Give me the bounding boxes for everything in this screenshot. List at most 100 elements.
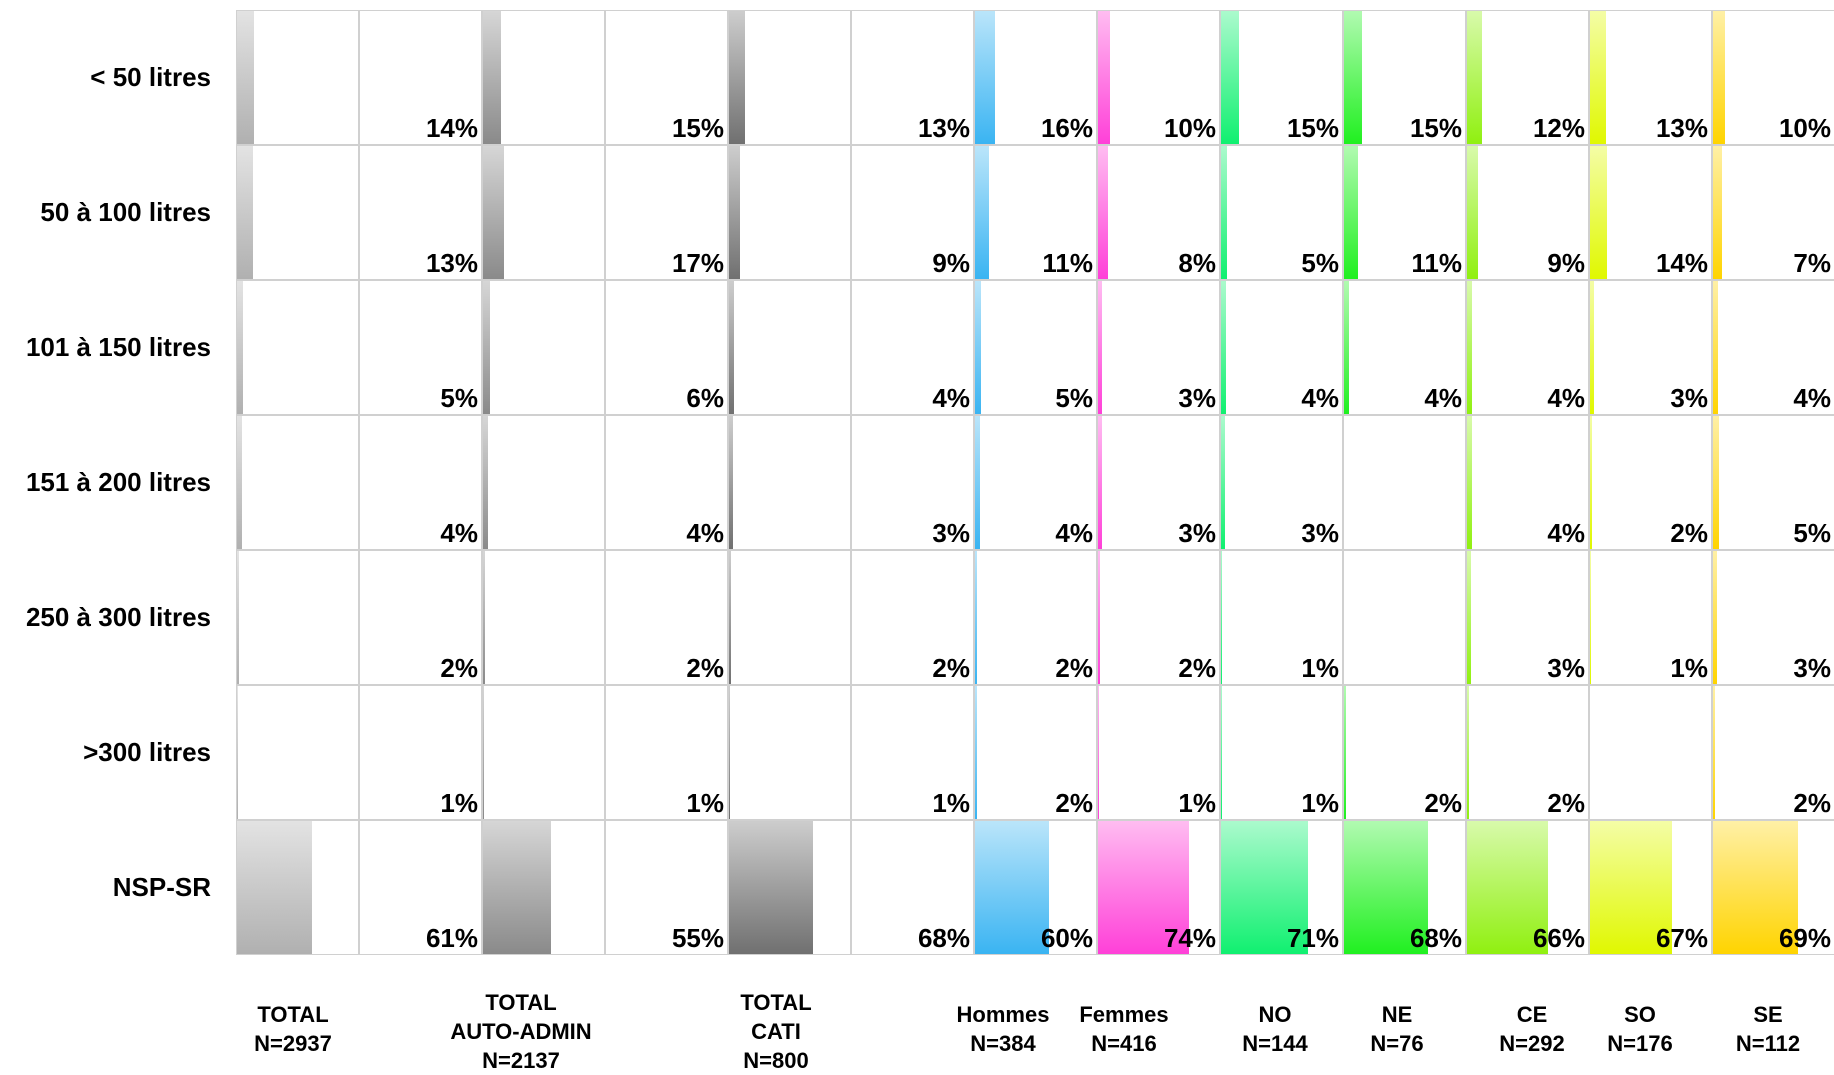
grid-cell xyxy=(1343,145,1466,280)
bar xyxy=(1590,416,1592,549)
value-label: 2% xyxy=(1793,788,1831,818)
grid-cell xyxy=(1097,145,1220,280)
bar xyxy=(237,11,254,144)
grid-cell xyxy=(605,550,728,685)
bar xyxy=(1713,11,1725,144)
bar xyxy=(1713,416,1719,549)
bar xyxy=(1344,821,1428,954)
grid-cell xyxy=(1466,280,1589,415)
column-label-line: NO xyxy=(1258,1002,1292,1027)
bar xyxy=(237,416,242,549)
column-label-line: N=176 xyxy=(1607,1031,1673,1056)
bar xyxy=(237,551,239,684)
bar xyxy=(1713,281,1718,414)
value-label: 1% xyxy=(1301,653,1339,683)
column-label-line: AUTO-ADMIN xyxy=(450,1019,592,1044)
grid-cell xyxy=(482,550,605,685)
value-label: 68% xyxy=(1409,923,1462,953)
row-label: 250 à 300 litres xyxy=(25,602,211,632)
column-label-line: CATI xyxy=(751,1019,801,1044)
bar xyxy=(729,146,740,279)
value-label: 15% xyxy=(671,113,724,143)
value-label: 13% xyxy=(917,113,970,143)
value-label: 2% xyxy=(932,653,970,683)
bar xyxy=(729,281,734,414)
bar xyxy=(1590,821,1672,954)
grid-cell xyxy=(1466,145,1589,280)
value-label: 69% xyxy=(1778,923,1831,953)
grid-cell xyxy=(605,415,728,550)
bar xyxy=(1467,821,1548,954)
grid-cell xyxy=(728,145,851,280)
value-label: 61% xyxy=(425,923,478,953)
grid-cell xyxy=(605,145,728,280)
grid-cell xyxy=(1220,10,1343,145)
value-label: 14% xyxy=(1655,248,1708,278)
bar xyxy=(975,821,1049,954)
grid-cell xyxy=(1097,10,1220,145)
column-label: TOTAL N=2937 xyxy=(203,1000,383,1058)
grid-cell xyxy=(1589,415,1712,550)
grid-cell xyxy=(482,280,605,415)
bar xyxy=(1098,11,1110,144)
column-label: TOTAL AUTO-ADMIN N=2137 xyxy=(431,988,611,1075)
value-label: 7% xyxy=(1793,248,1831,278)
grid-cell xyxy=(728,550,851,685)
bar xyxy=(1713,551,1717,684)
grid-cell xyxy=(236,685,359,820)
value-label: 8% xyxy=(1178,248,1216,278)
grid-cell xyxy=(1712,685,1834,820)
bar xyxy=(1221,146,1227,279)
value-label: 2% xyxy=(440,653,478,683)
bar xyxy=(1221,416,1225,549)
grid-cell xyxy=(974,550,1097,685)
bar xyxy=(1344,686,1346,819)
value-label: 4% xyxy=(440,518,478,548)
bar xyxy=(729,416,733,549)
grid-cell xyxy=(1097,550,1220,685)
value-label: 3% xyxy=(1301,518,1339,548)
bar xyxy=(1344,281,1349,414)
bar xyxy=(1713,821,1798,954)
column-label-line: N=384 xyxy=(970,1031,1036,1056)
value-label: 11% xyxy=(1411,248,1462,278)
grid-cell xyxy=(974,685,1097,820)
column-label-line: TOTAL xyxy=(257,1002,329,1027)
grid-cell xyxy=(1097,280,1220,415)
column-label-line: SE xyxy=(1753,1002,1783,1027)
value-label: 60% xyxy=(1040,923,1093,953)
grid-cell xyxy=(1712,10,1834,145)
grid-cell xyxy=(359,415,482,550)
bar xyxy=(483,821,551,954)
grid-cell xyxy=(1097,415,1220,550)
row-label: 50 à 100 litres xyxy=(40,197,211,227)
grid-cell xyxy=(1343,550,1466,685)
row-label: NSP-SR xyxy=(112,872,211,902)
column-label: NO N=144 xyxy=(1185,1000,1365,1058)
value-label: 1% xyxy=(1670,653,1708,683)
value-label: 13% xyxy=(425,248,478,278)
grid-cell xyxy=(974,145,1097,280)
value-label: 5% xyxy=(1301,248,1339,278)
value-label: 67% xyxy=(1655,923,1708,953)
value-label: 5% xyxy=(1055,383,1093,413)
grid-cell xyxy=(1712,280,1834,415)
value-label: 15% xyxy=(1286,113,1339,143)
grid-cell xyxy=(236,550,359,685)
column-label-line: Femmes xyxy=(1079,1002,1169,1027)
grid-cell xyxy=(851,685,974,820)
grid-cell xyxy=(851,550,974,685)
value-label: 6% xyxy=(686,383,724,413)
bar xyxy=(1467,146,1478,279)
grid-cell xyxy=(1466,415,1589,550)
grid-cell xyxy=(605,10,728,145)
grid-cell xyxy=(359,820,482,955)
grid-cell xyxy=(1466,550,1589,685)
value-label: 11% xyxy=(1042,248,1093,278)
grid-cell xyxy=(1343,685,1466,820)
bar xyxy=(975,11,995,144)
value-label: 2% xyxy=(1178,653,1216,683)
grid-cell xyxy=(359,10,482,145)
grid-cell xyxy=(236,10,359,145)
grid-cell xyxy=(482,685,605,820)
